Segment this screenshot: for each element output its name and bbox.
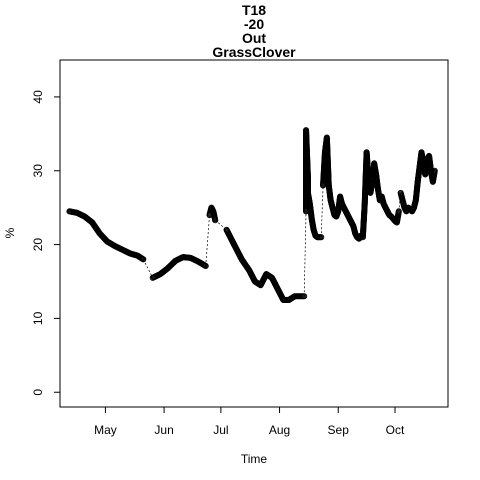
data-point: [140, 256, 147, 263]
data-layer: [66, 127, 438, 303]
y-tick-label: 10: [31, 311, 45, 325]
gap-connector: [320, 185, 324, 238]
x-tick-label: Jun: [154, 423, 173, 437]
y-tick-label: 20: [31, 238, 45, 252]
x-tick-label: Sep: [328, 423, 350, 437]
data-segment: [214, 219, 308, 303]
data-segment: [302, 127, 325, 297]
x-tick-label: Jul: [213, 423, 228, 437]
x-axis: May Jun Jul Aug Sep Oct: [94, 406, 405, 437]
data-segment: [142, 254, 209, 281]
gap-connector: [142, 259, 154, 278]
gap-connector: [398, 192, 402, 212]
x-tick-label: Aug: [269, 423, 290, 437]
y-tick-label: 0: [31, 389, 45, 396]
x-tick-label: Oct: [386, 423, 405, 437]
title-line-2: -20: [244, 16, 264, 32]
data-point: [212, 217, 219, 224]
data-point: [395, 208, 402, 215]
title-line-1: T18: [242, 2, 266, 18]
gap-connector: [205, 215, 210, 267]
x-axis-label: Time: [241, 452, 268, 466]
data-point: [202, 262, 209, 270]
title-line-4: GrassClover: [212, 44, 296, 60]
data-point: [301, 293, 308, 300]
data-segment: [397, 149, 438, 215]
data-segment: [359, 149, 402, 241]
data-segment: [66, 208, 147, 263]
x-tick-label: May: [94, 423, 117, 437]
y-tick-label: 40: [31, 90, 45, 104]
chart-title: T18 -20 Out GrassClover: [212, 2, 296, 60]
data-segment: [320, 134, 364, 242]
data-point: [431, 167, 438, 174]
title-line-3: Out: [242, 30, 266, 46]
data-point: [318, 234, 325, 241]
y-axis-label: %: [3, 227, 17, 238]
data-segment: [205, 204, 219, 267]
y-tick-label: 30: [31, 164, 45, 178]
y-axis: 0 10 20 30 40: [31, 90, 61, 396]
